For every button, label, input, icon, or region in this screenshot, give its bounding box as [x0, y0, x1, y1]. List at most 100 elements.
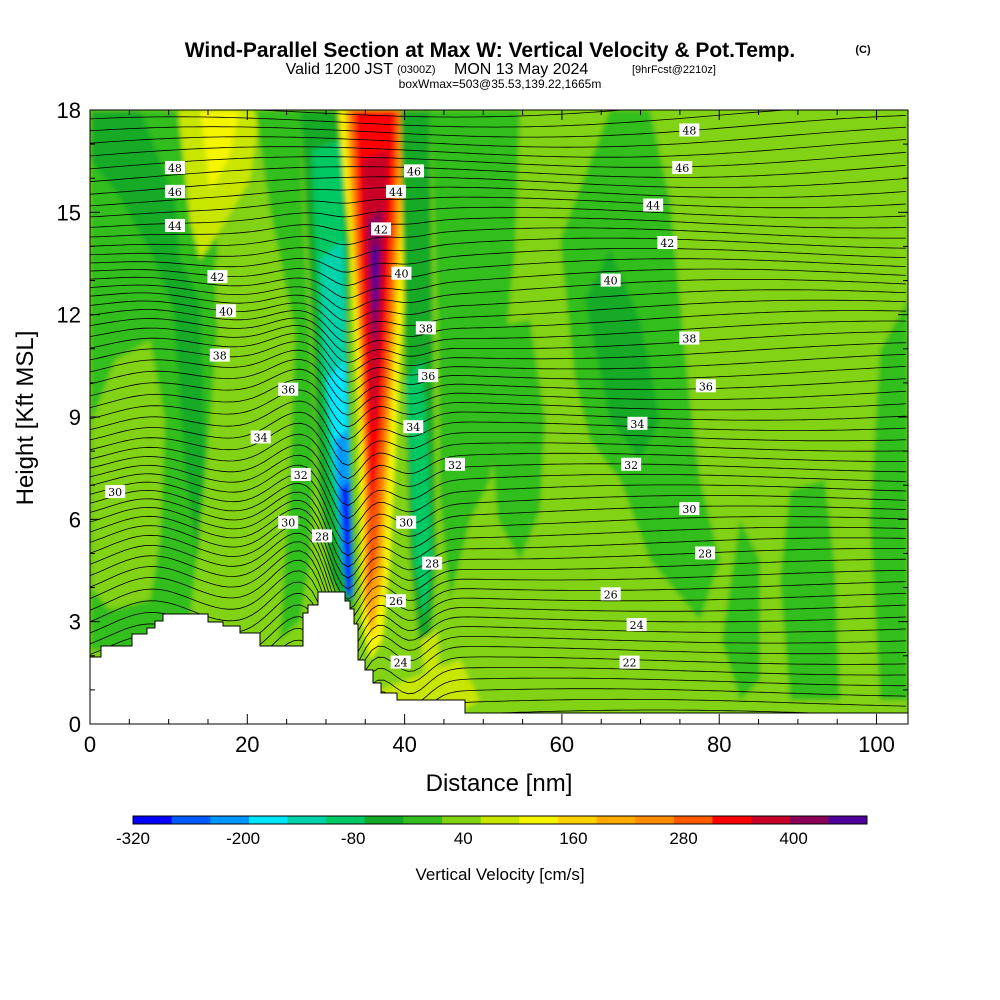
contour-label: 24 — [390, 655, 411, 670]
contour-label: 34 — [250, 430, 271, 444]
contour-label-text: 42 — [660, 237, 674, 250]
contour-label-text: 26 — [389, 595, 403, 608]
contour-label-text: 36 — [699, 380, 713, 393]
valid-time-date: MON 13 May 2024 — [454, 61, 588, 78]
contour-label-bg — [679, 123, 700, 137]
isentrope-line — [90, 139, 907, 158]
colorbar-tick-label: -320 — [116, 829, 150, 848]
contour-label-bg — [385, 184, 406, 198]
contour-label-bg — [164, 160, 185, 174]
box-wmax-info: boxWmax=503@35.53,139.22,1665m — [399, 77, 602, 91]
contour-label: 42 — [207, 270, 228, 284]
isentrope-line — [90, 524, 907, 611]
colorbar-tick-label: -80 — [341, 829, 366, 848]
contour-label-text: 32 — [294, 469, 308, 482]
colorbar-title: Vertical Velocity [cm/s] — [415, 865, 584, 884]
isentrope-line — [90, 411, 907, 466]
contour-label: 24 — [626, 618, 647, 632]
colorbar-swatch — [133, 816, 173, 824]
isentrope-line — [90, 368, 907, 416]
contour-label-text: 42 — [210, 271, 224, 284]
colorbar-swatch — [673, 816, 713, 824]
colorbar-swatch — [751, 816, 791, 824]
colorbar-tick-label: -200 — [226, 829, 260, 848]
contour-label: 32 — [621, 457, 642, 472]
contour-labels: 48 46 44 42 40 38 36 34 32 30 28 30 46 44 42 40 38 36 34 32… — [105, 123, 716, 670]
contour-label: 42 — [371, 222, 392, 236]
contour-label-text: 22 — [623, 657, 637, 670]
isentrope-line — [90, 464, 907, 532]
contour-label: 34 — [403, 420, 424, 434]
x-axis-label: Distance [nm] — [426, 770, 573, 797]
field-surface-light — [380, 660, 480, 712]
contour-label: 36 — [418, 369, 439, 383]
isentrope-line — [90, 483, 907, 556]
contour-label: 30 — [105, 485, 126, 499]
contour-label-bg — [418, 369, 439, 383]
contour-label-text: 44 — [389, 186, 403, 199]
contour-label: 22 — [619, 655, 640, 670]
contour-label-bg — [444, 457, 465, 471]
isentrope-line — [90, 176, 907, 195]
contour-label: 36 — [695, 379, 716, 393]
contour-label-bg — [391, 266, 412, 280]
y-tick-label: 3 — [69, 610, 81, 635]
contour-label-text: 28 — [315, 530, 329, 543]
isentrope-line — [90, 268, 907, 299]
contour-label-text: 32 — [624, 459, 638, 472]
plot-area: 48 46 44 42 40 38 36 34 32 30 28 30 46 44 42 40 38 36 34 32… — [90, 110, 908, 724]
contour-label-text: 38 — [419, 322, 433, 335]
valid-time-line: Valid 1200 JST (0300Z) MON 13 May 2024 [… — [286, 61, 716, 78]
isentrope-line — [90, 532, 907, 621]
y-tick-label: 9 — [69, 405, 81, 430]
contour-label-bg — [371, 222, 392, 236]
valid-time-prefix: Valid 1200 JST — [286, 61, 394, 78]
colorbar-swatch — [210, 816, 250, 824]
colorbar — [132, 815, 868, 825]
contour-label-bg — [657, 236, 678, 250]
x-tick-label: 80 — [707, 732, 731, 757]
isentrope-line — [90, 126, 907, 148]
colorbar-frame — [132, 815, 868, 825]
colorbar-swatch — [403, 816, 443, 824]
colorbar-swatch — [557, 816, 598, 824]
x-tick-label: 20 — [235, 732, 259, 757]
contour-label-text: 40 — [219, 305, 233, 318]
contour-label-text: 28 — [425, 558, 439, 571]
contour-label: 40 — [391, 266, 412, 281]
field-right-green-4 — [585, 250, 660, 460]
contour-label-text: 48 — [168, 162, 182, 175]
contour-label-text: 34 — [254, 431, 268, 444]
colorbar-swatch — [519, 816, 559, 824]
isentrope-line — [90, 378, 907, 428]
contour-label-bg — [404, 164, 425, 178]
contour-label: 28 — [422, 556, 443, 571]
contour-label-bg — [621, 457, 642, 471]
colorbar-tick-label: 40 — [454, 829, 473, 848]
contour-label-text: 48 — [682, 124, 696, 137]
colorbar-swatch — [596, 816, 636, 824]
field-right-green-1 — [430, 110, 520, 600]
isentrope-line — [90, 389, 907, 440]
isentrope-line — [90, 309, 907, 344]
contour-label-bg — [164, 184, 185, 198]
y-tick-label: 0 — [69, 712, 81, 737]
contour-label: 38 — [415, 321, 436, 335]
y-axis-label: Height [Kft MSL] — [12, 331, 39, 506]
contour-label-text: 44 — [646, 200, 660, 213]
contour-label: 48 — [679, 123, 700, 137]
field-band-left-mid — [170, 240, 205, 560]
isentrope-line — [90, 151, 907, 170]
contour-label-text: 36 — [281, 384, 295, 397]
contour-label-bg — [385, 594, 406, 608]
isentrope-line — [90, 444, 907, 506]
y-tick-label: 6 — [69, 507, 81, 532]
terrain — [90, 591, 908, 724]
x-tick-label: 100 — [858, 732, 895, 757]
isentrope-line — [90, 454, 907, 519]
contour-label-bg — [422, 556, 443, 570]
colorbar-tick-label: 280 — [669, 829, 697, 848]
contour-label-text: 38 — [682, 333, 696, 346]
contour-label-bg — [290, 467, 311, 481]
contour-label-bg — [278, 515, 299, 529]
